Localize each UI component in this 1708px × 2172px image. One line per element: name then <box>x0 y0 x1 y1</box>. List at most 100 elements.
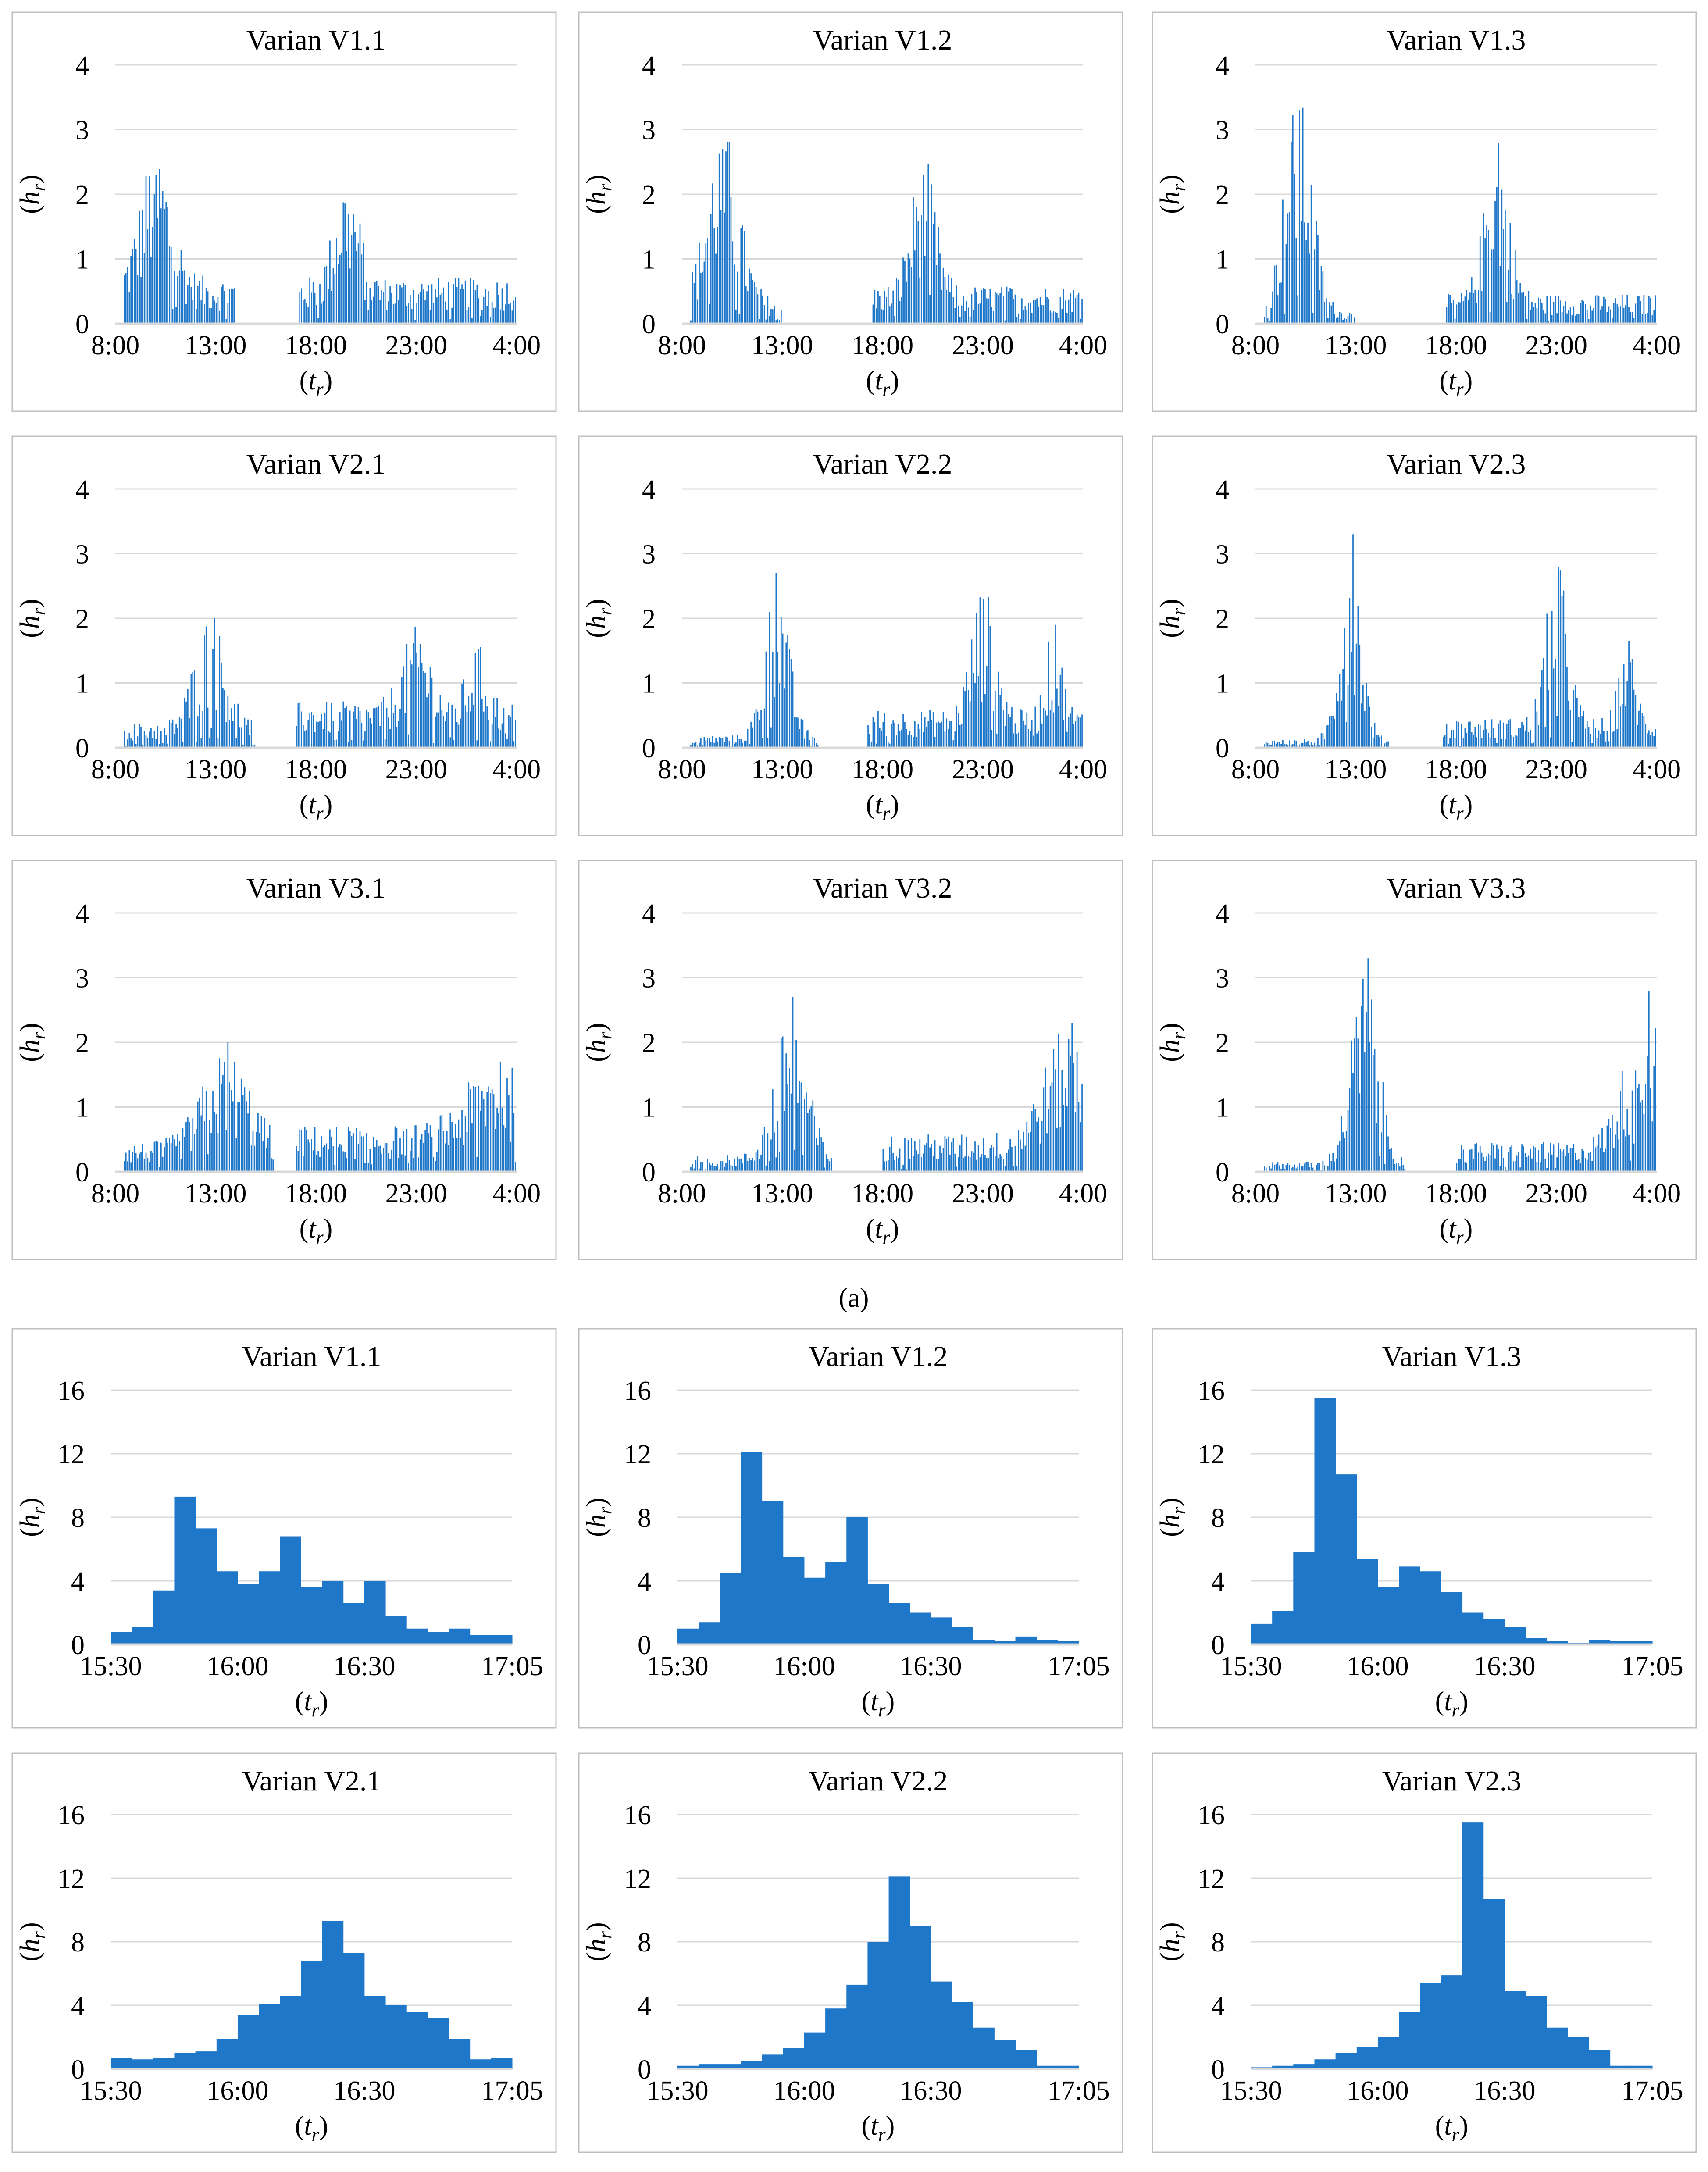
bar <box>461 1110 463 1172</box>
bar <box>1039 1143 1041 1172</box>
bar <box>1618 1139 1620 1172</box>
bar <box>1356 2047 1378 2069</box>
bar <box>713 742 715 748</box>
chart-title: Varian V1.1 <box>246 24 386 56</box>
bar <box>339 1144 341 1172</box>
bar <box>964 691 966 748</box>
bar <box>460 1137 461 1172</box>
bar <box>1628 641 1630 748</box>
bar <box>994 2040 1016 2069</box>
bar <box>952 1627 973 1644</box>
y-tick-label: 3 <box>642 540 656 570</box>
bar <box>1043 1087 1045 1172</box>
bar <box>941 290 942 324</box>
bar <box>1402 1165 1404 1172</box>
bar <box>250 1145 252 1172</box>
bar <box>709 1162 710 1172</box>
bar <box>1608 306 1610 324</box>
bar <box>174 1139 175 1172</box>
bar <box>699 1622 720 1644</box>
bar <box>239 727 240 748</box>
bar <box>1547 2027 1568 2069</box>
bar <box>1056 1128 1058 1172</box>
bar <box>316 305 317 324</box>
bar <box>737 271 738 324</box>
bar <box>887 742 889 748</box>
bar <box>493 1094 495 1172</box>
bar <box>1462 1822 1484 2069</box>
bar <box>983 599 984 748</box>
bar <box>177 728 178 748</box>
bar <box>454 708 456 748</box>
bar <box>1391 1148 1392 1172</box>
y-tick-label: 0 <box>642 734 656 763</box>
bar <box>259 1571 280 1644</box>
bar <box>1065 1087 1066 1172</box>
bar <box>1526 1638 1547 1644</box>
bar <box>153 731 155 748</box>
bar <box>1352 1073 1354 1172</box>
bar <box>1053 311 1055 324</box>
bar <box>379 300 381 324</box>
bar <box>961 724 963 748</box>
y-tick-label: 1 <box>75 1093 89 1123</box>
bar <box>1337 701 1339 748</box>
bar <box>1355 1017 1357 1172</box>
bar <box>510 716 511 748</box>
bar <box>804 1577 826 1644</box>
bar <box>1021 1149 1023 1172</box>
bar <box>1454 738 1456 748</box>
bar <box>499 309 501 324</box>
bar <box>1374 723 1376 748</box>
bar <box>1593 308 1594 324</box>
bar <box>1547 1641 1568 1644</box>
bar <box>877 291 879 324</box>
bar <box>956 706 957 748</box>
bar <box>471 693 473 748</box>
bar <box>989 626 991 748</box>
bar <box>264 1118 266 1172</box>
bar <box>1291 1168 1292 1172</box>
bar <box>449 737 451 748</box>
x-axis-label: (tr) <box>1440 1214 1473 1248</box>
bar <box>735 309 737 324</box>
bar <box>184 270 185 324</box>
y-tick-label: 0 <box>638 1630 651 1660</box>
bar <box>508 1095 510 1172</box>
bar <box>1289 1165 1290 1172</box>
y-tick-label: 3 <box>75 964 89 994</box>
bar <box>1065 300 1066 324</box>
bar <box>307 720 309 748</box>
bar <box>423 1143 424 1172</box>
bar <box>874 290 876 324</box>
bar <box>234 704 235 748</box>
bar <box>1605 741 1606 748</box>
bar <box>1565 634 1566 748</box>
bar <box>197 1101 199 1172</box>
x-tick-label: 4:00 <box>1633 755 1681 785</box>
bar <box>1565 1156 1566 1172</box>
bar <box>752 280 753 324</box>
bar <box>735 742 737 748</box>
bar <box>1279 283 1280 324</box>
bar <box>1486 1156 1487 1172</box>
bar <box>820 1137 822 1172</box>
bar <box>958 713 959 748</box>
bar <box>426 697 428 748</box>
bar <box>760 1155 762 1172</box>
bar-series <box>1264 534 1656 748</box>
bar <box>882 722 884 748</box>
bar <box>1034 706 1036 748</box>
x-tick-label: 16:00 <box>1347 2076 1408 2106</box>
y-tick-label: 0 <box>638 2055 651 2085</box>
bar <box>780 1038 782 1172</box>
bar <box>700 738 702 748</box>
bar <box>929 1147 931 1172</box>
bar <box>513 300 515 324</box>
bar <box>304 299 306 324</box>
bar <box>750 1160 752 1172</box>
x-tick-label: 8:00 <box>1231 755 1280 785</box>
bar <box>1474 727 1476 748</box>
bar <box>344 203 346 324</box>
bar <box>1589 2050 1611 2069</box>
